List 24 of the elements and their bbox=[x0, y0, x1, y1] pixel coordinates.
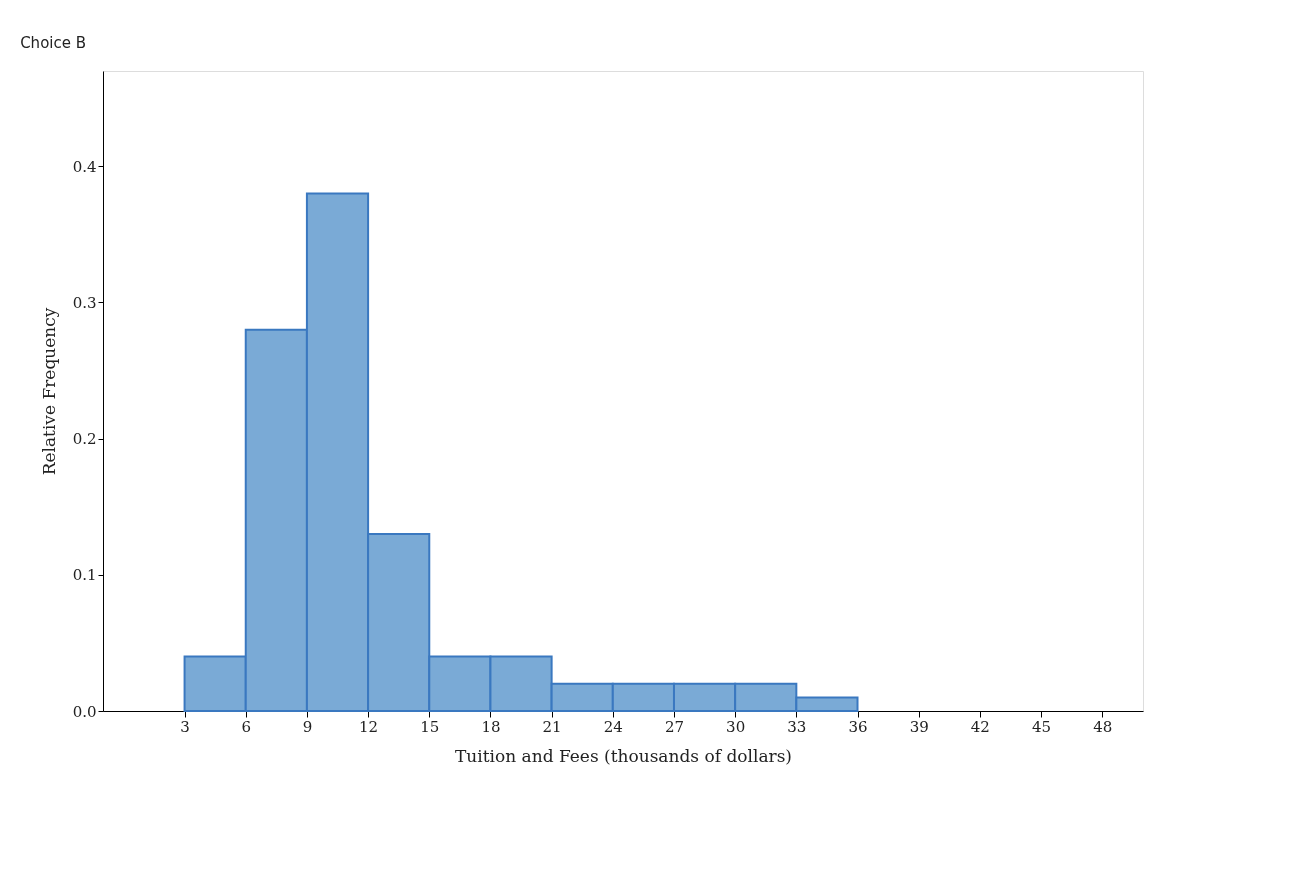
x-tick-label: 9 bbox=[302, 717, 313, 736]
x-tick-label: 36 bbox=[848, 717, 868, 736]
y-tick-label: 0.2 bbox=[72, 430, 97, 449]
x-tick-label: 42 bbox=[970, 717, 990, 736]
x-tick-label: 12 bbox=[359, 717, 379, 736]
x-tick-label: 15 bbox=[420, 717, 440, 736]
y-tick-label: 0.3 bbox=[72, 293, 97, 312]
x-tick-label: 39 bbox=[909, 717, 929, 736]
y-axis-title: Relative Frequency bbox=[38, 307, 59, 476]
x-tick-label: 18 bbox=[481, 717, 501, 736]
x-tick-label: 3 bbox=[180, 717, 190, 736]
x-tick-label: 24 bbox=[603, 717, 623, 736]
x-tick-label: 6 bbox=[241, 717, 252, 736]
x-tick-label: 27 bbox=[664, 717, 685, 736]
chart-title: Choice B bbox=[20, 34, 86, 52]
x-tick-label: 45 bbox=[1031, 717, 1052, 736]
x-tick-label: 33 bbox=[787, 717, 807, 736]
y-tick-label: 0.1 bbox=[72, 566, 97, 585]
x-axis-title: Tuition and Fees (thousands of dollars) bbox=[454, 745, 793, 766]
y-tick-label: 0.4 bbox=[72, 157, 97, 176]
y-tick-label: 0.0 bbox=[72, 702, 97, 721]
x-tick-label: 30 bbox=[726, 717, 746, 736]
x-tick-label: 48 bbox=[1093, 717, 1113, 736]
x-tick-label: 21 bbox=[542, 717, 562, 736]
